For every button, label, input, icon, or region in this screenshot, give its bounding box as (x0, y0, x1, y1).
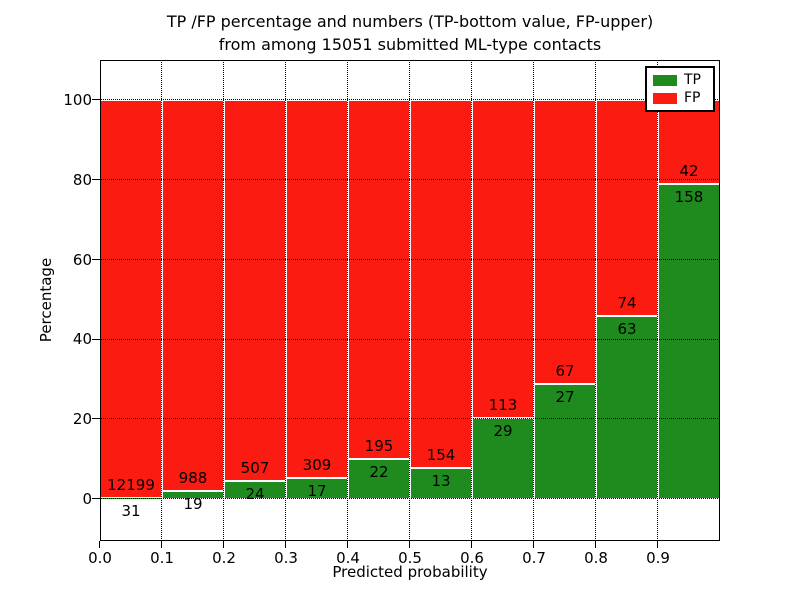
tp-count-label: 17 (307, 482, 327, 501)
y-tick-label: 20 (72, 410, 92, 429)
x-tick-label: 0.6 (460, 549, 484, 567)
fp-count-label: 42 (679, 161, 699, 180)
plot-area: 12199 31 988 19 507 24 309 17 195 22 154 13 113 29 67 2… (63, 60, 720, 567)
gridline-vertical (409, 60, 411, 541)
gridline-horizontal (100, 498, 720, 500)
x-tick-label: 0.4 (336, 549, 360, 567)
y-tick (92, 99, 100, 101)
x-tick (99, 541, 101, 548)
legend-label-fp: FP (684, 90, 701, 106)
gridline-horizontal (100, 179, 720, 180)
gridline-horizontal (100, 99, 720, 101)
y-tick-label: 0 (82, 490, 92, 508)
bar-segment-tp (596, 315, 658, 499)
x-tick (347, 541, 349, 548)
bar-segment-fp (534, 100, 596, 385)
legend-label-tp: TP (684, 72, 701, 88)
tp-count-label: 31 (121, 501, 141, 520)
fp-count-label: 154 (426, 445, 456, 464)
legend-item-tp: TP (653, 73, 707, 87)
legend-item-fp: FP (653, 91, 707, 105)
fp-count-label: 988 (178, 469, 208, 488)
tp-count-label: 22 (369, 462, 389, 481)
fp-count-label: 195 (364, 436, 394, 455)
x-tick-label: 0.3 (274, 549, 298, 567)
y-tick (92, 498, 100, 500)
bar-segment-fp (410, 100, 472, 468)
fp-count-label: 67 (555, 362, 575, 381)
y-tick (92, 338, 100, 340)
tp-count-label: 29 (493, 421, 513, 440)
gridline-vertical (347, 60, 349, 541)
fp-count-label: 74 (617, 293, 637, 312)
x-tick-label: 0.5 (398, 549, 422, 567)
y-tick-label: 80 (72, 170, 92, 189)
fp-count-label: 507 (240, 458, 270, 477)
x-tick-label: 0.8 (584, 549, 608, 567)
bar-segment-tp (658, 183, 720, 499)
chart-title-line-1: TP /FP percentage and numbers (TP-bottom… (166, 12, 654, 31)
x-tick-label: 0.7 (522, 549, 546, 567)
fp-count-label: 12199 (107, 475, 155, 494)
bar-segment-fp (224, 100, 286, 481)
bar-segment-fp (286, 100, 348, 479)
bar-segment-fp (596, 100, 658, 316)
x-tick-label: 0.9 (646, 549, 670, 567)
gridline-vertical (595, 60, 597, 541)
gridline-vertical (657, 60, 659, 541)
tp-count-label: 24 (245, 484, 265, 503)
x-tick (471, 541, 473, 548)
y-tick-label: 60 (72, 250, 92, 269)
gridline-horizontal (100, 418, 720, 420)
gridline-vertical (223, 60, 225, 541)
y-tick-label: 40 (72, 330, 92, 349)
bar-segment-fp (658, 100, 720, 184)
tp-count-label: 27 (555, 388, 575, 407)
x-tick (657, 541, 659, 548)
fp-count-label: 309 (302, 456, 332, 475)
gridline-vertical (285, 60, 287, 541)
x-tick (595, 541, 597, 548)
y-tick (92, 418, 100, 420)
tp-count-label: 19 (183, 495, 203, 514)
gridline-horizontal (100, 258, 720, 260)
gridline-vertical (533, 60, 535, 541)
x-axis-title: Predicted probability (332, 563, 488, 581)
fp-swatch-icon (653, 92, 677, 104)
x-tick (223, 541, 225, 548)
fp-count-label: 113 (488, 395, 518, 414)
gridline-vertical (471, 60, 473, 541)
bar-segment-fp (162, 100, 224, 492)
chart-title-line-2: from among 15051 submitted ML-type conta… (218, 35, 602, 54)
y-tick (92, 179, 100, 181)
chart-title: TP /FP percentage and numbers (TP-bottom… (100, 10, 720, 56)
y-tick-label: 100 (63, 91, 92, 109)
y-tick (92, 258, 100, 260)
x-tick (533, 541, 535, 548)
tp-count-label: 63 (617, 319, 637, 338)
bar-segment-fp (348, 100, 410, 459)
tp-swatch-icon (653, 74, 677, 86)
bar-segment-fp (100, 100, 162, 498)
tp-count-label: 13 (431, 471, 451, 490)
x-tick (409, 541, 411, 548)
x-tick-label: 0.1 (150, 549, 174, 567)
x-tick (161, 541, 163, 548)
tp-count-label: 158 (674, 187, 704, 206)
gridline-vertical (161, 60, 163, 541)
x-tick (285, 541, 287, 548)
gridline-horizontal (100, 338, 720, 340)
legend-box: TP FP (645, 66, 715, 112)
x-tick-label: 0.0 (88, 549, 112, 567)
x-tick-label: 0.2 (212, 549, 236, 567)
